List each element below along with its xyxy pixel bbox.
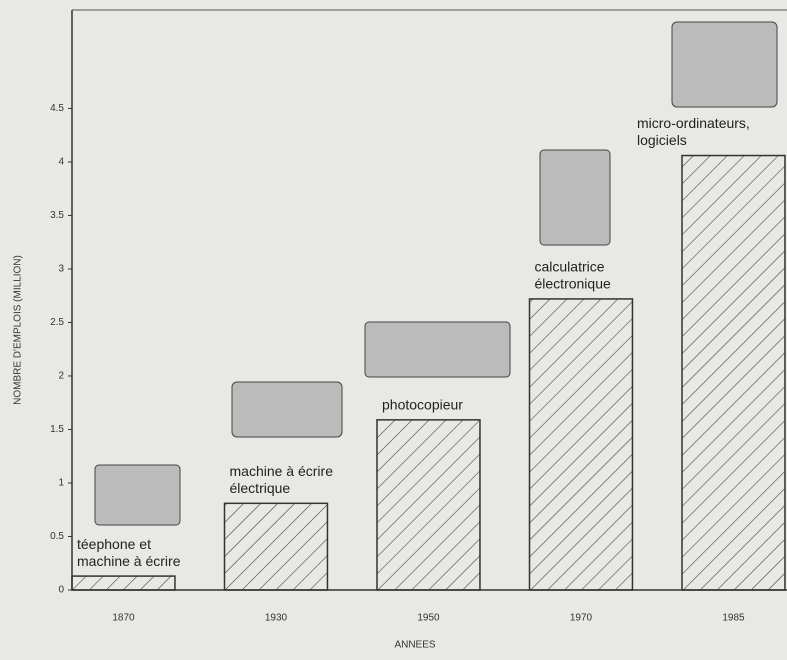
- bar-annotation: électronique: [535, 276, 611, 292]
- y-axis-label: NOMBRE D'EMPLOIS (MILLION): [13, 255, 24, 405]
- x-tick-label: 1870: [112, 613, 135, 624]
- computer-icon: [672, 22, 777, 107]
- bar: [377, 420, 480, 590]
- bar-annotation: machine à écrire: [77, 553, 181, 569]
- y-tick-label: 2.5: [50, 317, 64, 328]
- x-tick-label: 1950: [417, 613, 440, 624]
- x-tick-label: 1985: [722, 613, 745, 624]
- bar: [72, 576, 175, 590]
- calculator-icon: [540, 150, 610, 245]
- bar: [530, 299, 633, 590]
- y-tick-label: 4.5: [50, 103, 64, 114]
- y-tick-label: 0.5: [50, 531, 64, 542]
- y-tick-label: 1: [58, 478, 64, 489]
- bar-annotation: photocopieur: [382, 397, 463, 413]
- y-tick-label: 2: [58, 371, 64, 382]
- y-tick-label: 3.5: [50, 210, 64, 221]
- bar-annotation: logiciels: [637, 132, 687, 148]
- photocopier-icon: [365, 322, 510, 377]
- electric-typewriter-icon: [232, 382, 342, 437]
- bar-annotation: calculatrice: [535, 259, 605, 275]
- bar-annotation: électrique: [230, 480, 291, 496]
- y-tick-label: 4: [58, 157, 64, 168]
- bar: [682, 156, 785, 590]
- bar-annotation: téephone et: [77, 536, 151, 552]
- x-tick-label: 1930: [265, 613, 288, 624]
- bar: [225, 503, 328, 590]
- y-tick-label: 3: [58, 264, 64, 275]
- chart: NOMBRE D'EMPLOIS (MILLION) ANNEES 0 0.5 1 1…: [0, 0, 787, 660]
- bar-annotation: machine à écrire: [230, 463, 334, 479]
- x-axis-label: ANNEES: [394, 640, 435, 651]
- bar-annotation: micro-ordinateurs,: [637, 115, 750, 131]
- typewriter-icon: [95, 465, 180, 525]
- x-tick-label: 1970: [570, 613, 593, 624]
- y-tick-label: 0: [58, 585, 64, 596]
- y-tick-label: 1.5: [50, 424, 64, 435]
